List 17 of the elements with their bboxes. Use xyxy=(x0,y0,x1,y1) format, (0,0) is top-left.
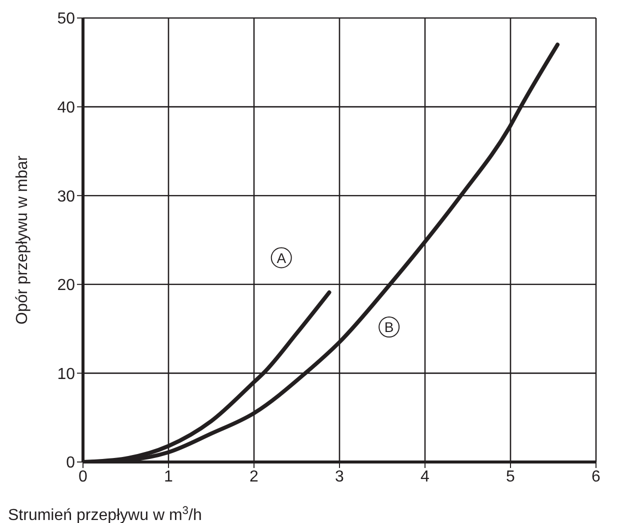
annotation: B xyxy=(384,319,394,336)
x-axis-title: Strumień przepływu w m$^{3}$/h xyxy=(8,505,202,523)
x-tick-label: 2 xyxy=(250,468,259,486)
x-tick-label: 5 xyxy=(506,468,516,486)
y-tick-label: 20 xyxy=(57,277,76,294)
x-tick-label: 3 xyxy=(335,468,344,486)
y-tick-label: 30 xyxy=(57,188,76,206)
x-tick-label: 6 xyxy=(592,468,601,486)
x-tick-label: 1 xyxy=(164,468,174,486)
y-tick-label: 10 xyxy=(57,366,76,383)
y-tick-label: 50 xyxy=(57,10,76,28)
y-axis-title: Opór przepływu w mbar xyxy=(14,154,30,324)
x-tick-label: 0 xyxy=(78,468,88,486)
y-tick-label: 0 xyxy=(66,454,76,472)
x-tick-label: 4 xyxy=(420,468,430,486)
y-tick-label: 40 xyxy=(57,99,76,116)
annotation: A xyxy=(276,250,287,266)
